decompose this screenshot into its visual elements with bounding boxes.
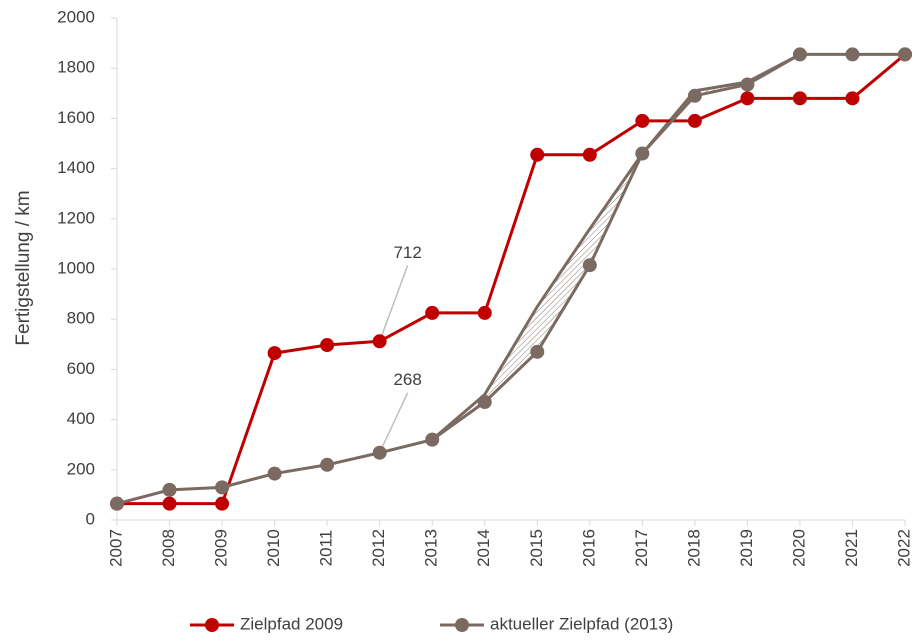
hatched-band	[432, 54, 800, 440]
series-line	[116, 52, 905, 506]
upper-path-line	[431, 53, 801, 441]
y-tick-label: 400	[67, 409, 95, 428]
x-tick-label: 2018	[684, 529, 703, 567]
x-tick-label: 2010	[264, 529, 283, 567]
marker	[792, 47, 807, 62]
y-tick-label: 0	[86, 509, 95, 528]
x-tick-label: 2012	[369, 529, 388, 567]
x-tick-label: 2009	[212, 529, 231, 567]
x-tick-label: 2021	[842, 529, 861, 567]
annotation: 268	[393, 370, 421, 389]
marker	[530, 344, 545, 359]
legend-label: Zielpfad 2009	[240, 614, 343, 633]
marker	[740, 91, 755, 106]
marker	[215, 480, 230, 495]
marker	[845, 47, 860, 62]
x-tick-label: 2015	[527, 529, 546, 567]
legend-marker	[205, 618, 219, 632]
marker	[320, 457, 335, 472]
series-line	[117, 53, 906, 506]
marker	[425, 432, 440, 447]
y-axis-label: Fertigstellung / km	[13, 190, 34, 345]
x-tick-label: 2022	[894, 529, 913, 567]
x-tick-label: 2014	[474, 529, 493, 567]
y-tick-label: 1600	[57, 108, 95, 127]
marker	[898, 47, 912, 62]
y-tick-label: 800	[67, 309, 95, 328]
marker	[110, 496, 124, 511]
x-tick-label: 2013	[422, 529, 441, 567]
marker	[477, 395, 492, 410]
marker	[320, 338, 335, 353]
marker	[582, 258, 597, 273]
x-tick-label: 2020	[789, 529, 808, 567]
x-tick-label: 2017	[632, 529, 651, 567]
annotation: 712	[393, 243, 421, 262]
marker	[372, 334, 387, 349]
marker	[425, 305, 440, 320]
y-tick-label: 1000	[57, 258, 95, 277]
x-tick-label: 2016	[579, 529, 598, 567]
marker	[267, 346, 282, 361]
marker	[687, 113, 702, 128]
marker	[215, 496, 230, 511]
y-tick-label: 1800	[57, 58, 95, 77]
marker	[687, 88, 702, 103]
y-tick-label: 600	[67, 359, 95, 378]
marker	[162, 496, 177, 511]
x-tick-label: 2008	[159, 529, 178, 567]
marker	[267, 466, 282, 481]
marker	[582, 147, 597, 162]
x-tick-label: 2007	[106, 529, 125, 567]
marker	[530, 147, 545, 162]
y-tick-label: 2000	[57, 7, 95, 26]
x-tick-label: 2019	[737, 529, 756, 567]
marker	[740, 77, 755, 92]
y-tick-label: 1400	[57, 158, 95, 177]
y-tick-label: 200	[67, 459, 95, 478]
legend-marker	[455, 618, 469, 632]
marker	[162, 482, 177, 497]
marker	[372, 445, 387, 460]
legend-label: aktueller Zielpfad (2013)	[490, 614, 673, 633]
annotation-leader	[378, 265, 409, 342]
annotation-leader	[378, 392, 409, 454]
marker	[792, 91, 807, 106]
marker	[477, 305, 492, 320]
x-tick-label: 2011	[317, 530, 336, 567]
y-tick-label: 1200	[57, 208, 95, 227]
marker	[845, 91, 860, 106]
marker	[635, 113, 650, 128]
marker	[635, 146, 650, 161]
